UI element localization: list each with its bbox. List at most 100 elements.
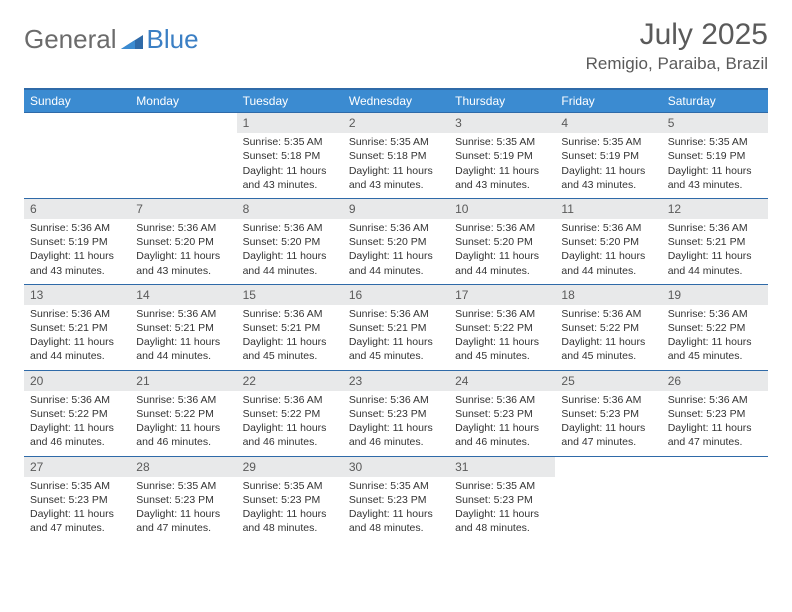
weekday-header: Friday: [555, 90, 661, 112]
logo: General Blue: [24, 24, 199, 55]
daylight-text: Daylight: 11 hours and 45 minutes.: [243, 335, 337, 363]
sunset-text: Sunset: 5:23 PM: [243, 493, 337, 507]
sunrise-text: Sunrise: 5:35 AM: [349, 135, 443, 149]
daylight-text: Daylight: 11 hours and 46 minutes.: [30, 421, 124, 449]
sunset-text: Sunset: 5:20 PM: [561, 235, 655, 249]
day-number: 2: [343, 113, 449, 133]
sunset-text: Sunset: 5:23 PM: [349, 493, 443, 507]
sunset-text: Sunset: 5:21 PM: [349, 321, 443, 335]
daylight-text: Daylight: 11 hours and 44 minutes.: [668, 249, 762, 277]
sunrise-text: Sunrise: 5:35 AM: [349, 479, 443, 493]
day-content: Sunrise: 5:36 AMSunset: 5:20 PMDaylight:…: [555, 219, 661, 284]
logo-triangle-icon: [121, 31, 143, 51]
daylight-text: Daylight: 11 hours and 45 minutes.: [349, 335, 443, 363]
day-content: Sunrise: 5:36 AMSunset: 5:21 PMDaylight:…: [662, 219, 768, 284]
daylight-text: Daylight: 11 hours and 46 minutes.: [349, 421, 443, 449]
day-number: 19: [662, 285, 768, 305]
sunrise-text: Sunrise: 5:36 AM: [136, 221, 230, 235]
weekday-header: Tuesday: [237, 90, 343, 112]
day-number: 7: [130, 199, 236, 219]
location: Remigio, Paraiba, Brazil: [586, 54, 768, 74]
month-title: July 2025: [586, 18, 768, 52]
day-content: Sunrise: 5:36 AMSunset: 5:20 PMDaylight:…: [449, 219, 555, 284]
sunset-text: Sunset: 5:20 PM: [349, 235, 443, 249]
day-cell: 9Sunrise: 5:36 AMSunset: 5:20 PMDaylight…: [343, 199, 449, 284]
daylight-text: Daylight: 11 hours and 48 minutes.: [349, 507, 443, 535]
sunrise-text: Sunrise: 5:36 AM: [668, 221, 762, 235]
week-row: 1Sunrise: 5:35 AMSunset: 5:18 PMDaylight…: [24, 112, 768, 198]
day-content: Sunrise: 5:36 AMSunset: 5:23 PMDaylight:…: [449, 391, 555, 456]
sunrise-text: Sunrise: 5:36 AM: [561, 393, 655, 407]
sunset-text: Sunset: 5:20 PM: [455, 235, 549, 249]
sunset-text: Sunset: 5:23 PM: [668, 407, 762, 421]
daylight-text: Daylight: 11 hours and 47 minutes.: [136, 507, 230, 535]
day-cell: 15Sunrise: 5:36 AMSunset: 5:21 PMDayligh…: [237, 285, 343, 370]
sunrise-text: Sunrise: 5:35 AM: [243, 479, 337, 493]
header: General Blue July 2025 Remigio, Paraiba,…: [24, 18, 768, 74]
calendar: Sunday Monday Tuesday Wednesday Thursday…: [24, 88, 768, 541]
daylight-text: Daylight: 11 hours and 43 minutes.: [349, 164, 443, 192]
sunrise-text: Sunrise: 5:36 AM: [243, 393, 337, 407]
sunrise-text: Sunrise: 5:36 AM: [561, 307, 655, 321]
day-number: 11: [555, 199, 661, 219]
daylight-text: Daylight: 11 hours and 48 minutes.: [243, 507, 337, 535]
sunrise-text: Sunrise: 5:35 AM: [30, 479, 124, 493]
sunset-text: Sunset: 5:23 PM: [30, 493, 124, 507]
sunrise-text: Sunrise: 5:36 AM: [243, 307, 337, 321]
daylight-text: Daylight: 11 hours and 43 minutes.: [668, 164, 762, 192]
day-cell: 5Sunrise: 5:35 AMSunset: 5:19 PMDaylight…: [662, 113, 768, 198]
day-cell: 21Sunrise: 5:36 AMSunset: 5:22 PMDayligh…: [130, 371, 236, 456]
sunrise-text: Sunrise: 5:35 AM: [243, 135, 337, 149]
sunrise-text: Sunrise: 5:35 AM: [455, 135, 549, 149]
day-content: Sunrise: 5:35 AMSunset: 5:18 PMDaylight:…: [343, 133, 449, 198]
sunset-text: Sunset: 5:18 PM: [243, 149, 337, 163]
day-content: Sunrise: 5:36 AMSunset: 5:22 PMDaylight:…: [130, 391, 236, 456]
sunset-text: Sunset: 5:20 PM: [243, 235, 337, 249]
day-content: Sunrise: 5:35 AMSunset: 5:19 PMDaylight:…: [555, 133, 661, 198]
sunset-text: Sunset: 5:21 PM: [136, 321, 230, 335]
day-content: Sunrise: 5:36 AMSunset: 5:23 PMDaylight:…: [555, 391, 661, 456]
day-content: Sunrise: 5:35 AMSunset: 5:23 PMDaylight:…: [343, 477, 449, 542]
day-number: 16: [343, 285, 449, 305]
sunset-text: Sunset: 5:21 PM: [668, 235, 762, 249]
daylight-text: Daylight: 11 hours and 44 minutes.: [136, 335, 230, 363]
day-number: 28: [130, 457, 236, 477]
day-number: 24: [449, 371, 555, 391]
day-cell: 17Sunrise: 5:36 AMSunset: 5:22 PMDayligh…: [449, 285, 555, 370]
day-number: 12: [662, 199, 768, 219]
day-cell: 7Sunrise: 5:36 AMSunset: 5:20 PMDaylight…: [130, 199, 236, 284]
day-content: Sunrise: 5:36 AMSunset: 5:21 PMDaylight:…: [237, 305, 343, 370]
sunset-text: Sunset: 5:23 PM: [561, 407, 655, 421]
day-content: Sunrise: 5:35 AMSunset: 5:23 PMDaylight:…: [130, 477, 236, 542]
day-content: Sunrise: 5:36 AMSunset: 5:23 PMDaylight:…: [662, 391, 768, 456]
sunrise-text: Sunrise: 5:35 AM: [136, 479, 230, 493]
sunset-text: Sunset: 5:22 PM: [668, 321, 762, 335]
sunset-text: Sunset: 5:22 PM: [455, 321, 549, 335]
day-number: 6: [24, 199, 130, 219]
day-number: 30: [343, 457, 449, 477]
sunrise-text: Sunrise: 5:36 AM: [136, 393, 230, 407]
sunrise-text: Sunrise: 5:36 AM: [561, 221, 655, 235]
sunset-text: Sunset: 5:20 PM: [136, 235, 230, 249]
sunset-text: Sunset: 5:21 PM: [243, 321, 337, 335]
week-row: 13Sunrise: 5:36 AMSunset: 5:21 PMDayligh…: [24, 284, 768, 370]
sunrise-text: Sunrise: 5:36 AM: [455, 307, 549, 321]
daylight-text: Daylight: 11 hours and 47 minutes.: [561, 421, 655, 449]
weekday-header: Wednesday: [343, 90, 449, 112]
day-number: 26: [662, 371, 768, 391]
sunrise-text: Sunrise: 5:36 AM: [30, 221, 124, 235]
day-content: Sunrise: 5:36 AMSunset: 5:22 PMDaylight:…: [662, 305, 768, 370]
daylight-text: Daylight: 11 hours and 46 minutes.: [136, 421, 230, 449]
week-row: 20Sunrise: 5:36 AMSunset: 5:22 PMDayligh…: [24, 370, 768, 456]
day-cell: 16Sunrise: 5:36 AMSunset: 5:21 PMDayligh…: [343, 285, 449, 370]
day-content: Sunrise: 5:36 AMSunset: 5:22 PMDaylight:…: [237, 391, 343, 456]
day-cell: [24, 113, 130, 198]
day-cell: 11Sunrise: 5:36 AMSunset: 5:20 PMDayligh…: [555, 199, 661, 284]
daylight-text: Daylight: 11 hours and 48 minutes.: [455, 507, 549, 535]
sunrise-text: Sunrise: 5:36 AM: [30, 307, 124, 321]
sunset-text: Sunset: 5:23 PM: [455, 493, 549, 507]
day-content: Sunrise: 5:36 AMSunset: 5:21 PMDaylight:…: [130, 305, 236, 370]
day-cell: 23Sunrise: 5:36 AMSunset: 5:23 PMDayligh…: [343, 371, 449, 456]
day-content: Sunrise: 5:36 AMSunset: 5:22 PMDaylight:…: [449, 305, 555, 370]
day-cell: 4Sunrise: 5:35 AMSunset: 5:19 PMDaylight…: [555, 113, 661, 198]
